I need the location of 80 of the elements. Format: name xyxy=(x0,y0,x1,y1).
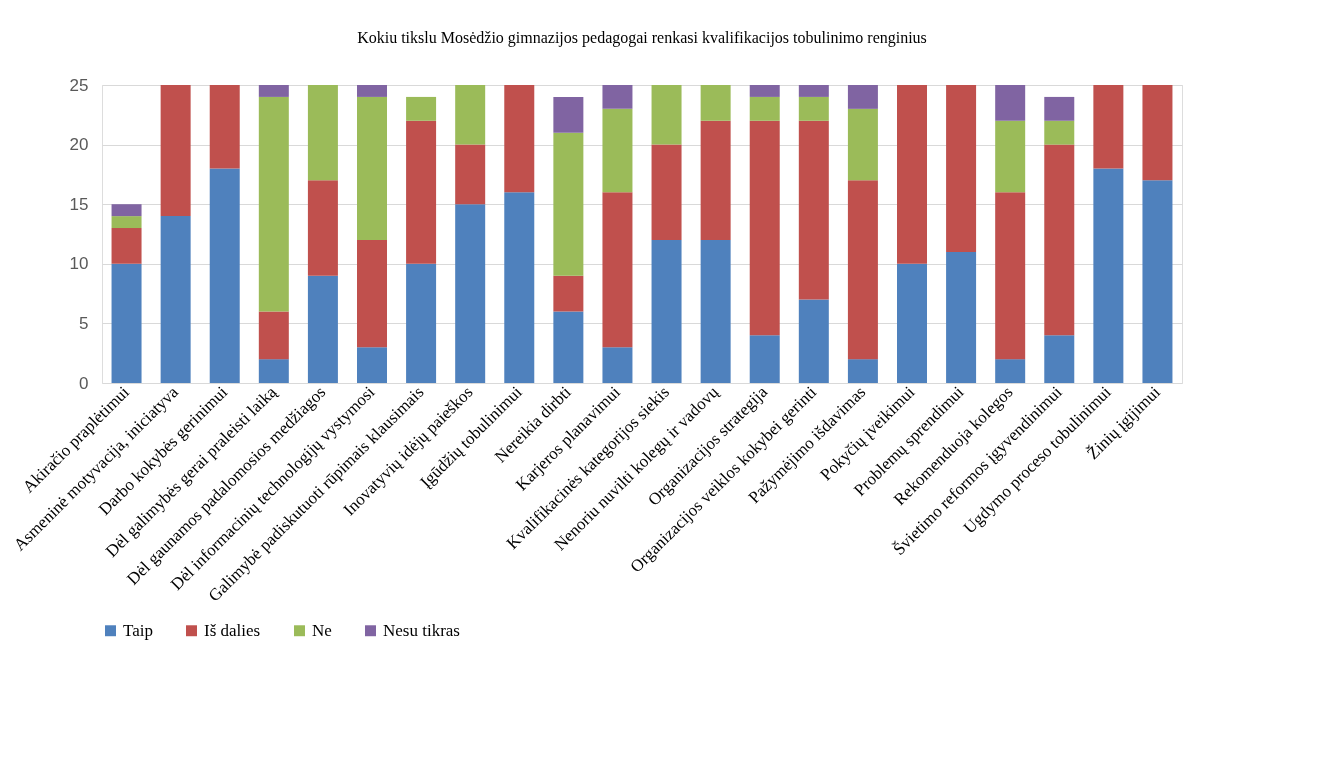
legend-label: Nesu tikras xyxy=(383,620,460,640)
bar xyxy=(798,299,829,383)
y-tick-label: 20 xyxy=(69,135,89,155)
bar xyxy=(258,85,289,97)
chart-title: Kokiu tikslu Mosėdžio gimnazijos pedagogai renkasi kvalifikacijos tobulinimo renginius xyxy=(357,29,927,47)
bar xyxy=(847,108,878,181)
bar xyxy=(553,311,584,383)
bar xyxy=(1093,168,1124,383)
bar xyxy=(209,85,240,169)
bar xyxy=(209,168,240,383)
bar xyxy=(700,120,731,240)
bar xyxy=(258,359,289,383)
bar xyxy=(749,335,780,383)
bar xyxy=(357,347,387,383)
bar xyxy=(1044,144,1075,336)
legend-label: Taip xyxy=(123,620,153,640)
bar xyxy=(307,85,338,181)
bar xyxy=(798,85,829,97)
bar xyxy=(111,204,142,217)
bar xyxy=(1093,85,1124,169)
y-tick-label: 15 xyxy=(69,194,89,214)
bar xyxy=(798,96,829,121)
bar xyxy=(504,192,535,383)
bar xyxy=(995,120,1026,193)
bar xyxy=(847,359,878,383)
bar xyxy=(847,180,878,360)
bar xyxy=(897,263,927,383)
bar xyxy=(1142,85,1173,181)
legend-label: Iš dalies xyxy=(204,620,261,640)
bar xyxy=(111,228,142,264)
bar xyxy=(847,85,878,109)
bar xyxy=(111,216,142,229)
bar xyxy=(995,359,1026,383)
legend-label: Ne xyxy=(312,620,332,640)
y-tick-label: 10 xyxy=(69,254,89,274)
bar xyxy=(651,144,682,240)
bar xyxy=(111,263,142,383)
bar xyxy=(1044,120,1075,145)
bar xyxy=(1044,335,1075,383)
bar xyxy=(406,96,437,121)
bar xyxy=(455,85,486,145)
bar xyxy=(897,85,927,264)
bar xyxy=(995,192,1026,360)
bar xyxy=(357,85,387,97)
bar xyxy=(160,85,191,217)
bar xyxy=(455,204,486,383)
y-tick-label: 0 xyxy=(79,373,89,393)
bar xyxy=(651,85,682,145)
bar xyxy=(700,239,731,383)
y-tick-label: 25 xyxy=(69,75,89,95)
bar xyxy=(160,216,191,383)
bar xyxy=(1142,180,1173,383)
bar xyxy=(258,96,289,312)
bar xyxy=(602,108,633,193)
bar xyxy=(995,85,1026,121)
bar xyxy=(455,144,486,205)
bar xyxy=(258,311,289,360)
bar xyxy=(406,263,437,383)
bar xyxy=(357,239,387,348)
bar xyxy=(651,239,682,383)
bar xyxy=(307,275,338,383)
bar xyxy=(749,120,780,336)
bar xyxy=(602,85,633,109)
bar xyxy=(504,85,535,193)
bar xyxy=(749,96,780,121)
bar xyxy=(749,85,780,97)
bar xyxy=(1044,96,1075,121)
bar xyxy=(553,275,584,312)
bar xyxy=(700,85,731,121)
bar xyxy=(307,180,338,276)
bar xyxy=(602,347,633,383)
bar xyxy=(798,120,829,300)
bar xyxy=(946,85,977,252)
bar xyxy=(406,120,437,264)
bar xyxy=(602,192,633,348)
y-tick-label: 5 xyxy=(79,313,89,333)
bar xyxy=(553,96,584,133)
bar xyxy=(946,251,977,383)
bar xyxy=(357,96,387,240)
bar xyxy=(553,132,584,276)
